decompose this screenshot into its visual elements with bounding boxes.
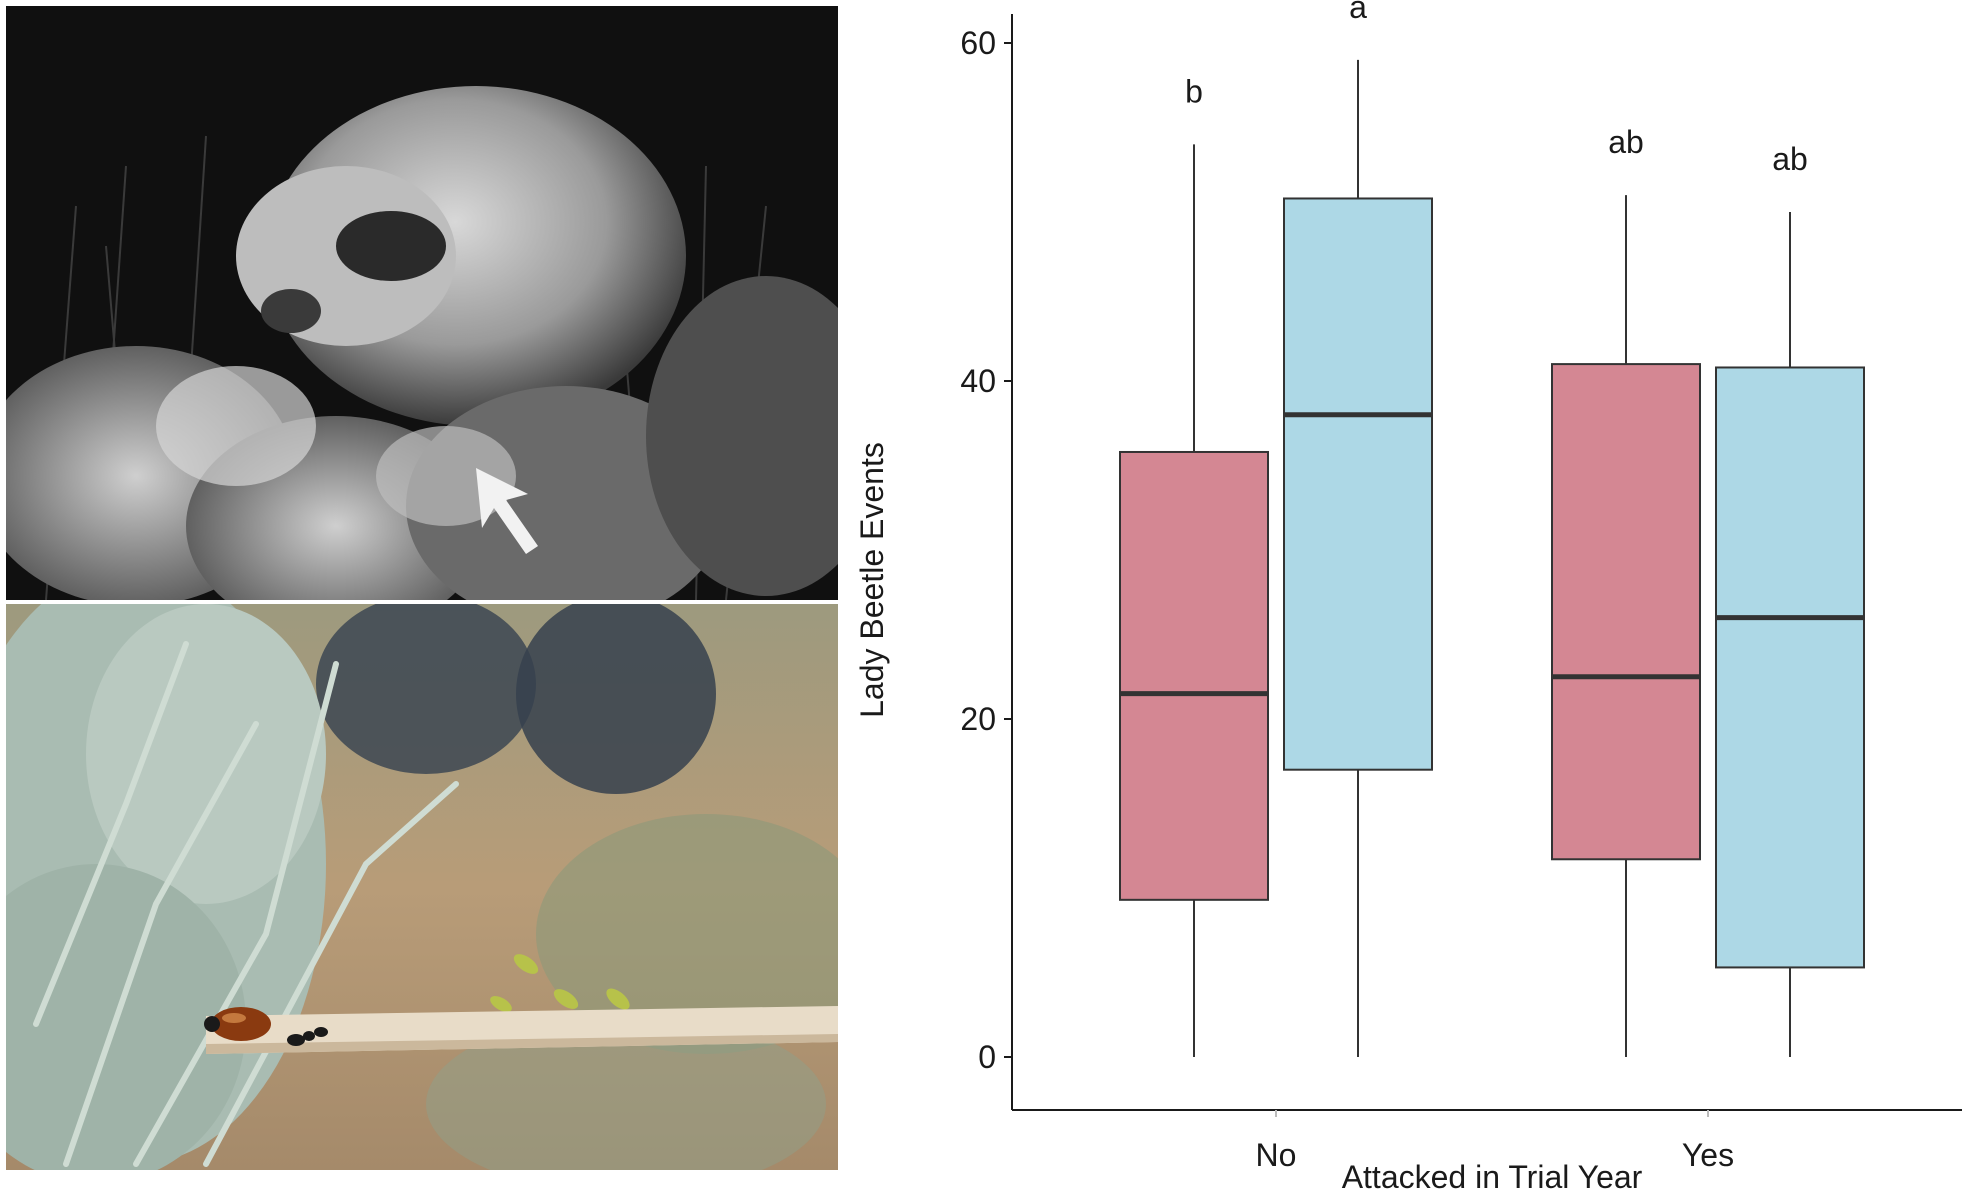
y-tick-label: 20 [960,701,996,737]
camera-trap-illustration [6,6,838,600]
box-plot: 0 20 40 60 No Yes b ab a ab Attacked in Trial Ye… [850,0,1984,1198]
y-tick-label: 60 [960,25,996,61]
camera-trap-photo [6,6,838,600]
significance-label: b [1185,73,1203,109]
y-tick-label: 0 [978,1039,996,1075]
x-axis-title: Attacked in Trial Year [1342,1159,1643,1195]
arrow-icon [476,468,538,554]
box [1551,363,1701,861]
y-tick-label: 40 [960,363,996,399]
significance-label: ab [1772,141,1808,177]
box [1119,450,1269,901]
y-axis-title: Lady Beetle Events [854,442,890,718]
box [1715,366,1865,969]
x-tick-label: No [1256,1137,1297,1173]
significance-label: ab [1608,124,1644,160]
labels-layer: b ab a ab [1185,0,1808,177]
significance-label: a [1349,0,1367,25]
x-tick-label: Yes [1682,1137,1734,1173]
sagebrush-illustration [6,604,838,1170]
plot-axes: 0 20 40 60 No Yes [960,14,1962,1173]
box-plot-canvas: 0 20 40 60 No Yes b ab a ab Attacked in Trial Ye… [854,0,1962,1195]
boxes-layer [1119,59,1865,1057]
sagebrush-photo [6,604,838,1170]
box [1283,197,1433,771]
